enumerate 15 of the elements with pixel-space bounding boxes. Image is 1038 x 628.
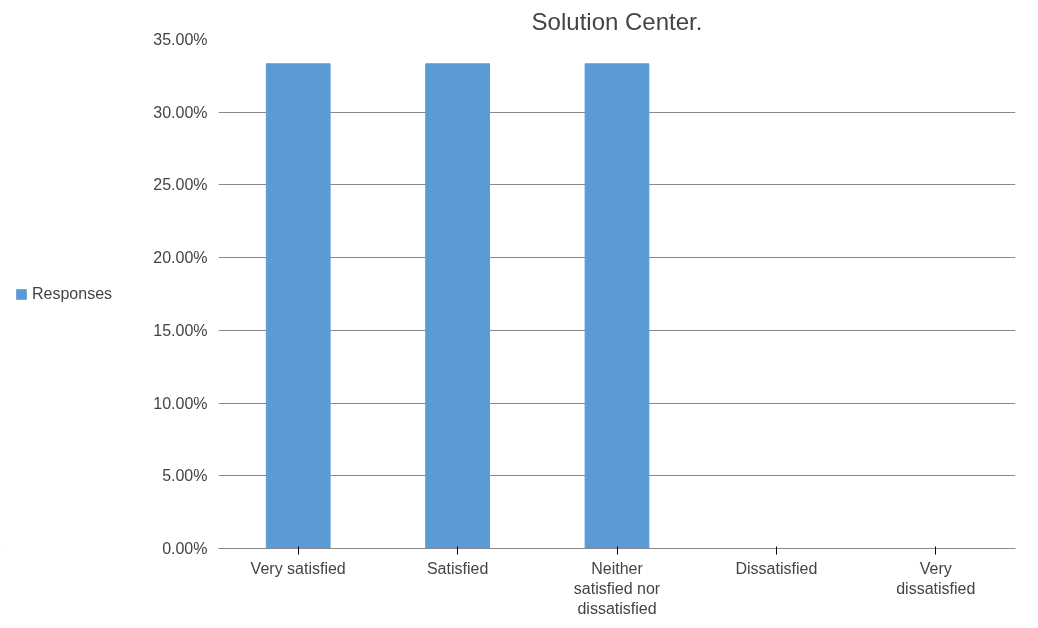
- legend-label: Responses: [32, 284, 113, 303]
- x-tick-label: Dissatisfied: [735, 559, 818, 577]
- y-tick-label: 0.00%: [162, 540, 208, 557]
- x-tick-label: Very dissatisfied: [896, 559, 976, 597]
- x-tick-label: Satisfied: [426, 559, 489, 577]
- y-tick-label: 25.00%: [153, 176, 208, 194]
- x-tick-label: Very satisfied: [250, 559, 346, 577]
- x-tick-label: Neither satisfied nor dissatisfied: [573, 559, 661, 618]
- y-tick-label: 10.00%: [153, 394, 208, 412]
- y-tick-label: 5.00%: [162, 467, 208, 485]
- y-tick-label: 15.00%: [153, 321, 208, 339]
- y-tick-label: 30.00%: [153, 103, 208, 121]
- chart-title: Solution Center.: [531, 7, 703, 35]
- y-tick-label: 20.00%: [153, 249, 208, 267]
- y-tick-label: 35.00%: [153, 31, 208, 48]
